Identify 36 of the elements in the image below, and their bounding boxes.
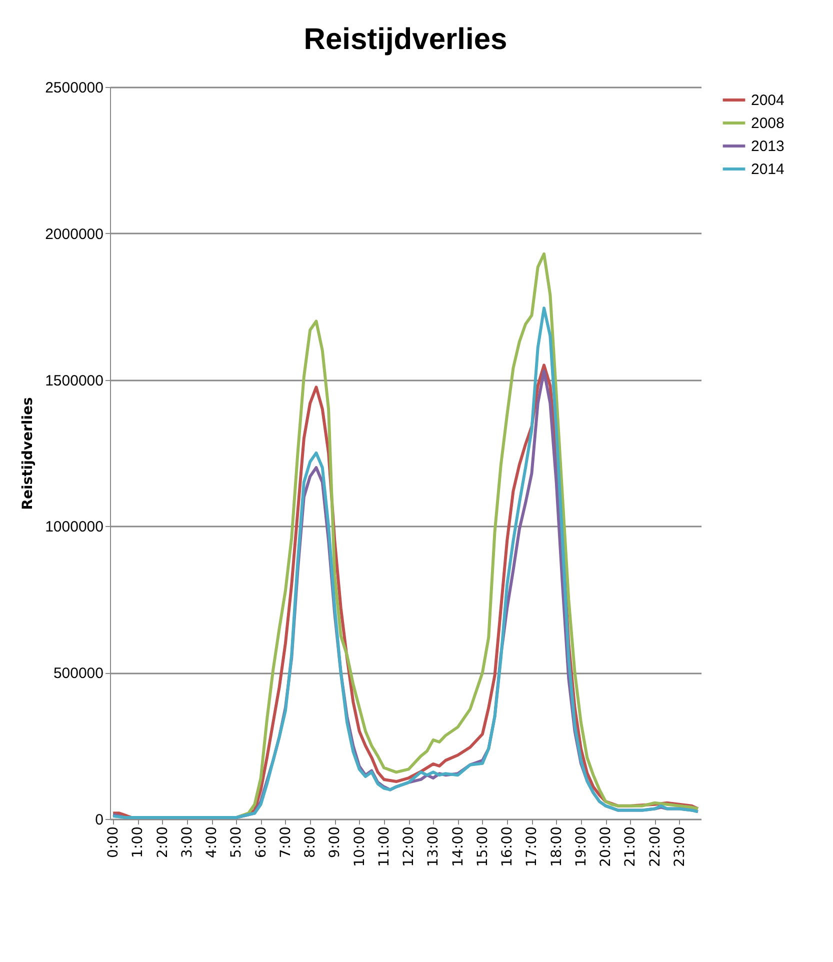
- legend-label: 2014: [751, 161, 784, 178]
- x-tick-label: 20:00: [598, 826, 614, 867]
- x-tick-label: 17:00: [524, 826, 540, 867]
- chart-title: Reistijdverlies: [304, 23, 508, 56]
- x-tick-label: 12:00: [401, 826, 418, 867]
- x-tick-label: 3:00: [179, 826, 196, 858]
- y-tick-label: 500000: [53, 665, 104, 682]
- y-axis-title: Reistijdverlies: [20, 397, 36, 510]
- x-tick-label: 19:00: [573, 826, 590, 867]
- x-tick-label: 0:00: [106, 826, 122, 858]
- legend-label: 2004: [751, 92, 784, 109]
- y-tick-label: 0: [95, 812, 104, 828]
- x-tick-label: 22:00: [647, 826, 664, 867]
- x-tick-label: 9:00: [327, 826, 344, 858]
- x-tick-label: 15:00: [474, 826, 491, 867]
- y-tick-label: 1500000: [45, 372, 104, 390]
- y-tick-label: 2500000: [45, 80, 104, 96]
- x-tick-label: 8:00: [302, 826, 319, 858]
- x-tick-label: 21:00: [622, 826, 639, 867]
- x-tick-label: 14:00: [450, 826, 466, 867]
- x-tick-label: 18:00: [548, 826, 565, 867]
- legend-label: 2008: [751, 115, 784, 132]
- x-tick-label: 23:00: [672, 826, 688, 867]
- x-tick-label: 5:00: [228, 826, 245, 858]
- x-tick-label: 10:00: [352, 826, 368, 867]
- y-tick-label: 1000000: [45, 518, 104, 536]
- legend-label: 2013: [751, 138, 784, 155]
- x-tick-label: 7:00: [278, 826, 294, 858]
- x-tick-label: 1:00: [130, 826, 146, 858]
- x-tick-label: 2:00: [154, 826, 171, 858]
- x-tick-label: 6:00: [253, 826, 270, 858]
- x-tick-label: 16:00: [500, 826, 516, 867]
- x-tick-label: 4:00: [204, 826, 220, 858]
- x-tick-label: 13:00: [426, 826, 442, 867]
- y-tick-label: 2000000: [45, 226, 104, 243]
- x-tick-label: 11:00: [376, 826, 392, 867]
